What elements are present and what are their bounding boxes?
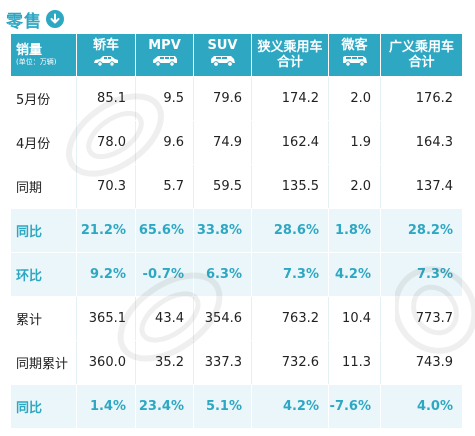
cell-suv: 337.3	[194, 341, 252, 384]
header-sedan-label: 轿车	[92, 38, 119, 53]
cell-broad-total: 176.2	[415, 91, 453, 106]
cell-sedan: 78.0	[77, 121, 136, 164]
cell-broad-total: 137.4	[415, 179, 453, 194]
cell-narrow-total: 4.2%	[252, 385, 329, 428]
cell-sedan: 365.1	[77, 297, 136, 340]
row-label: 同比	[11, 385, 77, 428]
title-bar: 零售	[6, 6, 64, 32]
cell-narrow-total: 732.6	[252, 341, 329, 384]
cell-suv: 5.1%	[194, 385, 252, 428]
table-row: 同期 70.3 5.7 59.5 135.5 2.0 137.4	[11, 165, 462, 209]
cell-minivan: 10.4	[329, 297, 381, 340]
cell-sedan: 70.3	[77, 165, 136, 208]
mpv-icon	[151, 55, 179, 71]
cell-mpv: 65.6%	[136, 209, 194, 252]
header-volume-label: 销量	[16, 42, 43, 58]
cell-mpv: 5.7	[136, 165, 194, 208]
cell-sedan: 85.1	[77, 77, 136, 120]
cell-sedan: 21.2%	[77, 209, 136, 252]
table-row: 环比 9.2% -0.7% 6.3% 7.3% 4.2% 7.3%	[11, 253, 462, 297]
header-suv: SUV	[194, 34, 252, 76]
table-row: 同比 1.4% 23.4% 5.1% 4.2% -7.6% 4.0%	[11, 385, 462, 428]
cell-narrow-total: 763.2	[252, 297, 329, 340]
cell-broad-total: 743.9	[415, 355, 453, 370]
cell-suv: 33.8%	[194, 209, 252, 252]
cell-minivan: 2.0	[329, 77, 381, 120]
table-row: 累计 365.1 43.4 354.6 763.2 10.4 773.7	[11, 297, 462, 341]
cell-minivan: -7.6%	[329, 385, 381, 428]
table-header-row: 销量 (单位：万辆) 轿车 MPV	[11, 34, 462, 77]
table-row: 同比 21.2% 65.6% 33.8% 28.6% 1.8% 28.2%	[11, 209, 462, 253]
cell-suv: 59.5	[194, 165, 252, 208]
cell-minivan: 1.9	[329, 121, 381, 164]
cell-narrow-total: 162.4	[252, 121, 329, 164]
minivan-icon	[341, 55, 369, 71]
header-narrow-total: 狭义乘用车 合计	[252, 34, 329, 76]
row-label: 环比	[11, 253, 77, 296]
header-broad-total-line1: 广义乘用车	[388, 40, 454, 55]
cell-suv: 6.3%	[194, 253, 252, 296]
row-label: 累计	[11, 297, 77, 340]
header-unit-label: (单位：万辆)	[16, 57, 57, 66]
table-row: 4月份 78.0 9.6 74.9 162.4 1.9 164.3	[11, 121, 462, 165]
cell-suv: 79.6	[194, 77, 252, 120]
row-label: 同期累计	[11, 341, 77, 384]
cell-narrow-total: 135.5	[252, 165, 329, 208]
cell-minivan: 1.8%	[329, 209, 381, 252]
cell-broad-total: 4.0%	[416, 399, 453, 414]
cell-broad-total: 7.3%	[416, 267, 453, 282]
header-suv-label: SUV	[207, 38, 238, 53]
cell-mpv: -0.7%	[136, 253, 194, 296]
header-narrow-total-line1: 狭义乘用车	[257, 40, 323, 55]
header-mpv: MPV	[136, 34, 194, 76]
header-sedan: 轿车	[77, 34, 136, 76]
header-broad-total-line2: 合计	[408, 55, 435, 70]
row-label: 5月份	[11, 77, 77, 120]
table-row: 同期累计 360.0 35.2 337.3 732.6 11.3 743.9	[11, 341, 462, 385]
sedan-icon	[92, 55, 120, 71]
row-label: 4月份	[11, 121, 77, 164]
cell-minivan: 11.3	[329, 341, 381, 384]
header-mpv-label: MPV	[148, 38, 181, 53]
header-minivan-label: 微客	[341, 38, 368, 53]
cell-broad-total: 28.2%	[407, 223, 453, 238]
cell-broad-total: 164.3	[415, 135, 453, 150]
cell-mpv: 23.4%	[136, 385, 194, 428]
cell-suv: 74.9	[194, 121, 252, 164]
header-narrow-total-line2: 合计	[276, 55, 303, 70]
arrow-down-icon	[46, 10, 64, 28]
cell-sedan: 9.2%	[77, 253, 136, 296]
header-first-col: 销量 (单位：万辆)	[11, 34, 77, 76]
cell-mpv: 9.5	[136, 77, 194, 120]
page-title: 零售	[6, 11, 42, 32]
cell-minivan: 4.2%	[329, 253, 381, 296]
cell-sedan: 360.0	[77, 341, 136, 384]
cell-suv: 354.6	[194, 297, 252, 340]
cell-narrow-total: 7.3%	[252, 253, 329, 296]
suv-icon	[209, 55, 237, 71]
cell-sedan: 1.4%	[77, 385, 136, 428]
cell-narrow-total: 28.6%	[252, 209, 329, 252]
header-broad-total: 广义乘用车 合计	[381, 34, 462, 76]
cell-minivan: 2.0	[329, 165, 381, 208]
cell-narrow-total: 174.2	[252, 77, 329, 120]
row-label: 同期	[11, 165, 77, 208]
table-row: 5月份 85.1 9.5 79.6 174.2 2.0 176.2	[11, 77, 462, 121]
cell-mpv: 9.6	[136, 121, 194, 164]
cell-mpv: 43.4	[136, 297, 194, 340]
cell-broad-total: 773.7	[415, 311, 453, 326]
sales-table: 销量 (单位：万辆) 轿车 MPV	[11, 34, 462, 428]
header-minivan: 微客	[329, 34, 381, 76]
cell-mpv: 35.2	[136, 341, 194, 384]
row-label: 同比	[11, 209, 77, 252]
